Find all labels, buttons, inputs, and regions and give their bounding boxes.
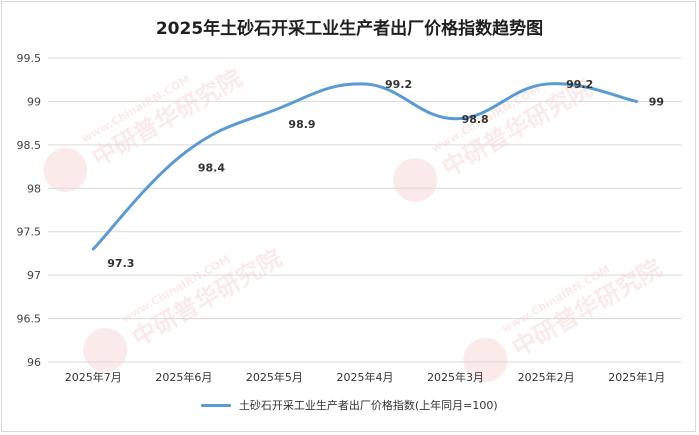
chart-title: 2025年土砂石开采工业生产者出厂价格指数趋势图 bbox=[155, 19, 544, 39]
series-layer bbox=[91, 82, 639, 251]
data-labels: 97.3 98.4 98.9 99.2 98.8 99.2 99 bbox=[107, 78, 664, 270]
watermark-logo bbox=[393, 158, 438, 202]
legend: 土砂石开采工业生产者出厂价格指数(上年同月=100) bbox=[0, 397, 699, 413]
x-tick-label: 2025年5月 bbox=[246, 370, 303, 384]
y-tick-label: 97.5 bbox=[17, 226, 42, 239]
y-tick-label: 98 bbox=[27, 182, 41, 195]
x-tick-label: 2025年3月 bbox=[427, 370, 484, 384]
legend-label: 土砂石开采工业生产者出厂价格指数(上年同月=100) bbox=[238, 399, 498, 412]
y-tick-label: 98.5 bbox=[17, 139, 42, 152]
data-label: 97.3 bbox=[107, 257, 134, 270]
gridlines bbox=[48, 57, 682, 363]
y-tick-label: 99 bbox=[27, 95, 41, 108]
x-tick-label: 2025年4月 bbox=[337, 370, 394, 384]
watermark-logo bbox=[463, 338, 508, 382]
data-label: 99.2 bbox=[385, 78, 412, 91]
legend-swatch bbox=[201, 403, 232, 407]
series-line bbox=[91, 82, 639, 251]
data-label: 98.9 bbox=[288, 118, 315, 131]
x-tick-label: 2025年6月 bbox=[155, 370, 212, 384]
y-tick-label: 97 bbox=[27, 269, 41, 282]
y-tick-label: 99.5 bbox=[17, 52, 42, 65]
watermark-logo bbox=[43, 148, 88, 192]
data-label: 98.8 bbox=[462, 113, 489, 126]
y-axis: 99.5 99 98.5 98 97.5 97 96.5 96 bbox=[17, 52, 42, 369]
x-axis: 2025年7月 2025年6月 2025年5月 2025年4月 2025年3月 2025年… bbox=[65, 370, 665, 384]
x-tick-label: 2025年7月 bbox=[65, 370, 122, 384]
y-tick-label: 96.5 bbox=[17, 313, 42, 326]
data-label: 99 bbox=[649, 95, 664, 108]
x-tick-label: 2025年2月 bbox=[518, 370, 575, 384]
x-tick-label: 2025年1月 bbox=[608, 370, 665, 384]
watermark-logo bbox=[83, 328, 128, 372]
data-label: 98.4 bbox=[198, 162, 225, 175]
y-tick-label: 96 bbox=[27, 356, 41, 369]
data-label: 99.2 bbox=[566, 78, 593, 91]
